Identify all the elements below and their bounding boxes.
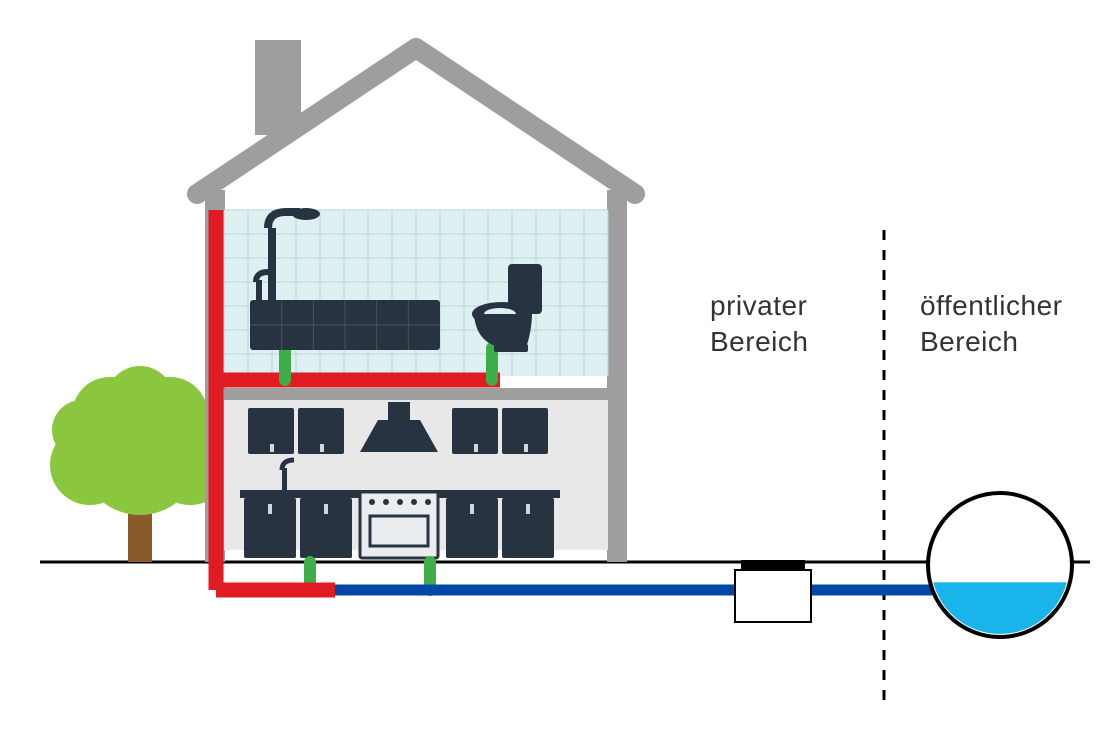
- diagram-svg: [0, 0, 1112, 746]
- label-private-line1: privater: [710, 290, 807, 321]
- label-public-line1: öffentlicher: [920, 290, 1062, 321]
- manhole-lid: [741, 560, 805, 570]
- roof-left: [197, 48, 416, 194]
- tree-crown: [50, 366, 230, 515]
- label-private-line2: Bereich: [710, 326, 808, 357]
- label-private: privater Bereich: [710, 288, 808, 361]
- manhole-box: [735, 570, 811, 622]
- floor-slab: [205, 388, 627, 402]
- kitchen-upper: [248, 402, 548, 454]
- label-public-line2: Bereich: [920, 326, 1018, 357]
- wall-right: [607, 190, 627, 562]
- sewage-water: [928, 582, 1072, 637]
- label-public: öffentlicher Bereich: [920, 288, 1062, 361]
- roof-right: [416, 48, 635, 194]
